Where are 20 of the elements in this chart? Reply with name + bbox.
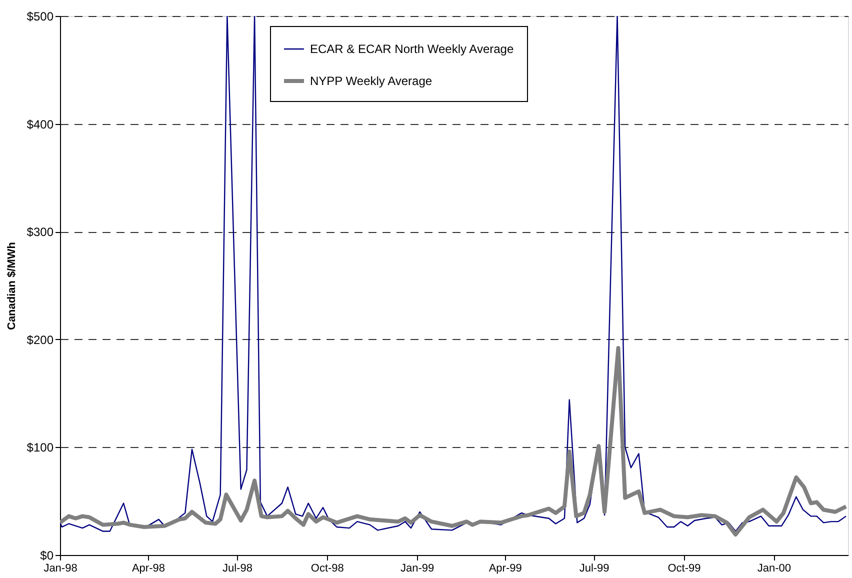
line-series [60, 346, 848, 537]
x-tick-label: Jan-99 [400, 562, 434, 574]
x-tick-label: Jul-99 [579, 562, 610, 574]
y-tick-label: $300 [26, 225, 54, 240]
y-tick-label: $400 [26, 117, 54, 132]
legend-label: NYPP Weekly Average [310, 74, 432, 88]
y-tick-label: $0 [40, 548, 54, 562]
y-tick-label: $200 [26, 332, 54, 347]
x-tick-label: Apr-99 [488, 562, 522, 574]
legend-label: ECAR & ECAR North Weekly Average [310, 42, 514, 56]
x-tick-label: Oct-99 [668, 562, 701, 574]
y-tick-label: $100 [26, 440, 54, 455]
x-tick-label: Jan-98 [44, 562, 78, 574]
x-tick-label: Jan-00 [757, 562, 792, 574]
x-tick-label: Oct-98 [310, 562, 344, 574]
line-series [60, 16, 847, 532]
y-tick-label: $500 [26, 10, 54, 24]
y-axis-title: Canadian $/MWh [6, 242, 18, 330]
x-tick-label: Jul-98 [222, 562, 252, 574]
x-tick-label: Apr-98 [132, 562, 166, 574]
